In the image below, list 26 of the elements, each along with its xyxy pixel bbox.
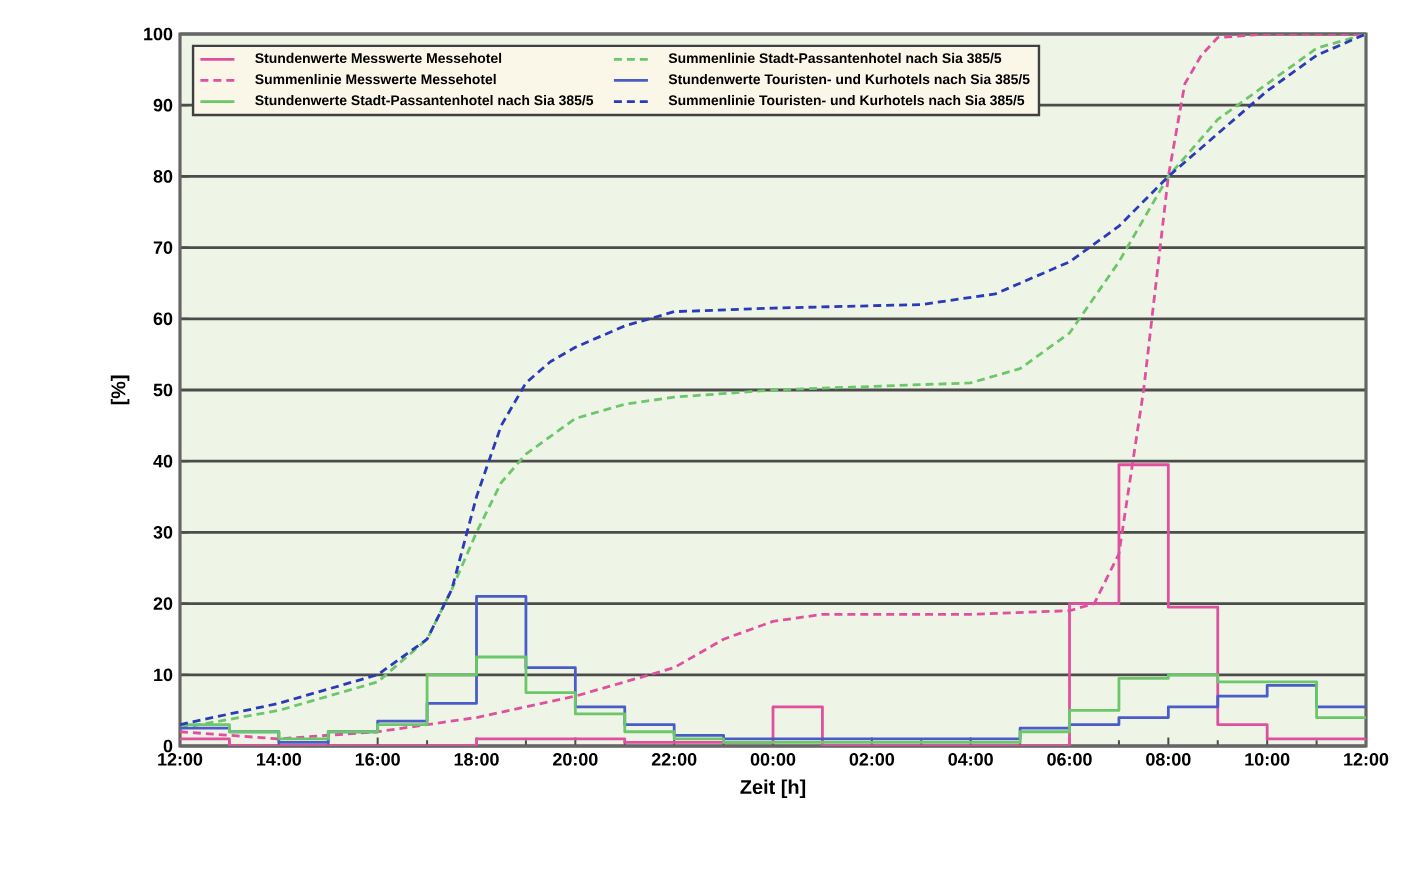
x-tick-label: 18:00 [454, 753, 499, 766]
x-tick-label: 22:00 [651, 753, 697, 766]
x-tick-label: 12:00 [158, 753, 203, 766]
y-tick-label: 20 [153, 597, 173, 610]
x-tick-label: 10:00 [1245, 753, 1290, 766]
x-tick-label: 04:00 [948, 753, 993, 766]
y-tick-label: 90 [153, 98, 173, 112]
y-tick-label: 50 [153, 383, 173, 397]
x-tick-label: 02:00 [849, 753, 895, 766]
x-tick-label: 06:00 [1047, 753, 1092, 766]
y-tick-label: 30 [153, 526, 173, 539]
y-tick-label: 40 [153, 454, 173, 468]
x-tick-label: 12:00 [1344, 753, 1389, 766]
x-tick-label: 20:00 [553, 753, 598, 766]
y-axis-title: [%] [110, 375, 130, 405]
x-tick-label: 08:00 [1146, 753, 1191, 766]
y-tick-label: 0 [163, 739, 173, 753]
y-tick-label: 80 [153, 170, 173, 183]
x-tick-label: 14:00 [257, 753, 302, 766]
x-tick-label: 00:00 [750, 753, 796, 766]
y-tick-label: 70 [153, 241, 173, 254]
x-axis-title: Zeit [h] [740, 779, 806, 798]
y-tick-label: 60 [153, 312, 173, 326]
x-tick-label: 16:00 [355, 753, 400, 766]
y-tick-label: 10 [154, 668, 173, 682]
y-tick-label: 100 [144, 27, 173, 41]
